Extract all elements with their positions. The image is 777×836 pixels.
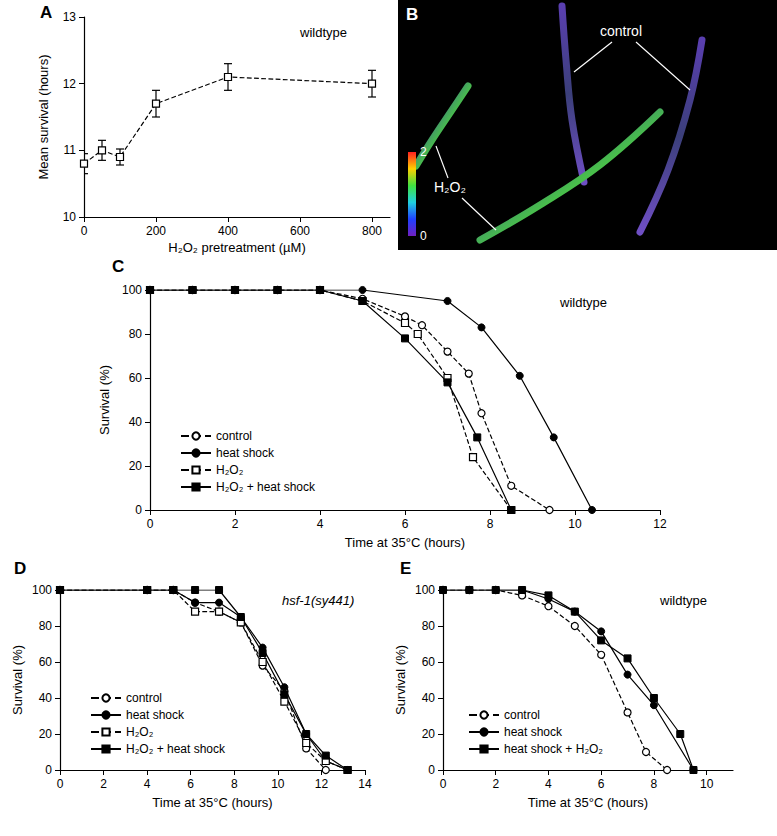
svg-text:0: 0: [147, 517, 154, 531]
svg-text:H₂O₂ pretreatment (µM): H₂O₂ pretreatment (µM): [168, 240, 306, 255]
svg-text:80: 80: [422, 619, 436, 633]
svg-text:400: 400: [218, 224, 238, 238]
svg-text:20: 20: [129, 459, 143, 473]
svg-text:wildtype: wildtype: [559, 295, 607, 310]
svg-text:6: 6: [402, 517, 409, 531]
svg-text:H₂O₂ + heat shock: H₂O₂ + heat shock: [126, 742, 226, 756]
svg-text:60: 60: [129, 371, 143, 385]
svg-text:20: 20: [39, 727, 53, 741]
svg-text:10: 10: [568, 517, 582, 531]
svg-text:control: control: [216, 429, 252, 443]
svg-text:4: 4: [545, 777, 552, 791]
svg-text:100: 100: [415, 583, 435, 597]
svg-text:10: 10: [63, 210, 77, 224]
svg-text:800: 800: [362, 224, 382, 238]
svg-text:Time at 35°C (hours): Time at 35°C (hours): [345, 535, 465, 550]
svg-text:4: 4: [317, 517, 324, 531]
svg-text:H₂O₂: H₂O₂: [126, 725, 154, 739]
svg-text:8: 8: [231, 777, 238, 791]
svg-text:6: 6: [187, 777, 194, 791]
svg-text:H₂O₂ + heat shock: H₂O₂ + heat shock: [216, 480, 316, 494]
svg-text:H₂O₂: H₂O₂: [434, 179, 466, 195]
svg-text:60: 60: [39, 655, 53, 669]
svg-text:0: 0: [81, 224, 88, 238]
svg-text:Mean survival (hours): Mean survival (hours): [36, 55, 51, 180]
svg-text:12: 12: [653, 517, 667, 531]
svg-text:100: 100: [32, 583, 52, 597]
svg-text:0: 0: [420, 229, 427, 243]
svg-text:E: E: [400, 559, 411, 578]
svg-text:C: C: [112, 257, 124, 276]
svg-text:Time at 35°C (hours): Time at 35°C (hours): [528, 795, 648, 810]
svg-text:control: control: [126, 691, 162, 705]
svg-text:control: control: [600, 23, 642, 39]
svg-text:control: control: [504, 708, 540, 722]
svg-text:Time at 35°C (hours): Time at 35°C (hours): [152, 795, 272, 810]
svg-text:0: 0: [45, 763, 52, 777]
svg-text:0: 0: [135, 503, 142, 517]
svg-text:12: 12: [315, 777, 329, 791]
svg-text:8: 8: [487, 517, 494, 531]
svg-text:2: 2: [232, 517, 239, 531]
svg-text:11: 11: [64, 143, 77, 157]
svg-text:heat shock + H₂O₂: heat shock + H₂O₂: [504, 742, 603, 756]
svg-text:40: 40: [422, 691, 436, 705]
svg-text:80: 80: [129, 327, 143, 341]
svg-text:13: 13: [63, 10, 77, 24]
svg-text:4: 4: [144, 777, 151, 791]
svg-text:12: 12: [63, 77, 77, 91]
svg-text:600: 600: [290, 224, 310, 238]
svg-text:2: 2: [100, 777, 107, 791]
svg-text:10: 10: [700, 777, 714, 791]
svg-text:200: 200: [146, 224, 166, 238]
svg-text:wildtype: wildtype: [299, 25, 347, 40]
svg-text:A: A: [40, 3, 52, 22]
svg-text:40: 40: [129, 415, 143, 429]
svg-text:8: 8: [651, 777, 658, 791]
svg-text:2: 2: [492, 777, 499, 791]
svg-text:heat shock: heat shock: [126, 708, 185, 722]
svg-text:0: 0: [440, 777, 447, 791]
svg-text:2: 2: [420, 145, 427, 159]
svg-text:0: 0: [57, 777, 64, 791]
svg-text:Survival (%): Survival (%): [393, 645, 408, 715]
svg-text:100: 100: [122, 283, 142, 297]
svg-text:H₂O₂: H₂O₂: [216, 463, 244, 477]
svg-text:heat shock: heat shock: [504, 725, 563, 739]
svg-text:60: 60: [422, 655, 436, 669]
svg-text:0: 0: [428, 763, 435, 777]
svg-text:heat shock: heat shock: [216, 446, 275, 460]
svg-text:6: 6: [598, 777, 605, 791]
svg-text:hsf-1(sy441): hsf-1(sy441): [282, 593, 354, 608]
svg-text:D: D: [14, 559, 26, 578]
svg-text:Survival (%): Survival (%): [97, 365, 112, 435]
svg-text:10: 10: [271, 777, 285, 791]
svg-text:80: 80: [39, 619, 53, 633]
svg-text:wildtype: wildtype: [659, 593, 707, 608]
svg-text:14: 14: [358, 777, 372, 791]
svg-text:20: 20: [422, 727, 436, 741]
svg-text:Survival (%): Survival (%): [10, 645, 25, 715]
svg-text:40: 40: [39, 691, 53, 705]
svg-text:B: B: [406, 5, 418, 24]
